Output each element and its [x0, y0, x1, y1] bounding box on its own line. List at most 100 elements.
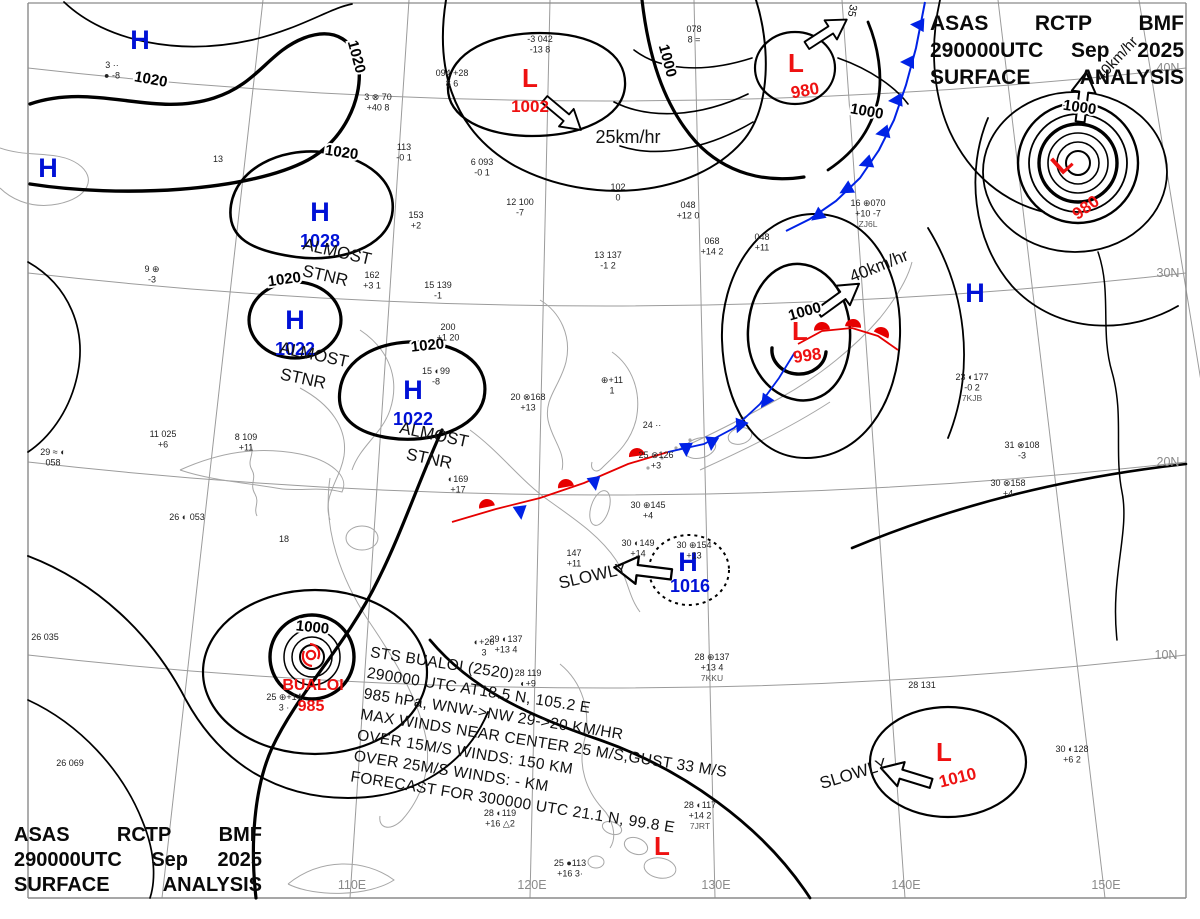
isobar: [868, 705, 1028, 819]
isobar: [619, 121, 754, 153]
warm-front-semicircle-icon: [558, 479, 574, 489]
low-pressure-symbol: L: [788, 48, 804, 78]
longitude-line: [161, 0, 264, 899]
longitude-line: [1138, 0, 1200, 379]
cold-front-triangle-icon: [735, 417, 749, 434]
coastline: [299, 387, 346, 521]
high-pressure-value: 1022: [393, 409, 433, 429]
isobar-value-label: 1000: [849, 100, 885, 123]
cyclone-ring-isobar: [283, 628, 341, 686]
chart-title-bottom-left: ASAS RCTP BMF 290000UTC Sep 2025 SURFACE ANALYS…: [14, 824, 262, 899]
tropical-storm-icon-part: [309, 642, 321, 660]
latitude-line: [27, 461, 1187, 496]
high-pressure-value: 1022: [275, 339, 315, 359]
title-tr-line: ASAS RCTP BMF: [930, 12, 1184, 39]
isobar: [428, 638, 812, 900]
isobar: [746, 262, 852, 402]
island-coastline: [589, 490, 611, 526]
station-plot-line1: 162: [364, 270, 379, 280]
station-plot-line1: 26 069: [56, 758, 84, 768]
isobar: [837, 57, 909, 105]
isobar: [247, 280, 343, 360]
station-plot-line2: +12 0: [677, 211, 700, 221]
latitude-line: [27, 654, 1187, 689]
station-id-label: 7KJB: [962, 393, 983, 403]
cyclone-ring-isobar: [1056, 141, 1100, 185]
station-plot-line1: 30 ⊗158: [990, 478, 1025, 488]
movement-arrow-icon: [613, 555, 674, 586]
cyclone-ring-isobar: [1037, 122, 1119, 204]
low-pressure-symbol: L: [936, 737, 952, 767]
isobar: [229, 150, 395, 260]
cold-front-triangle-icon: [858, 154, 875, 168]
station-plot-line2: +2: [411, 221, 421, 231]
title-word: RCTP: [116, 824, 172, 846]
high-pressure-symbol: H: [38, 153, 58, 183]
warm-front-semicircle-icon: [814, 322, 830, 331]
stationary-front-line-warm: [451, 451, 669, 523]
isobar: [441, 0, 767, 192]
coastline: [699, 401, 831, 471]
station-id-label: ZJ6L: [859, 219, 878, 229]
warm-front-semicircle-icon: [629, 448, 645, 458]
annotation-text: STNR: [405, 445, 454, 473]
island-dot: [688, 438, 692, 442]
warm-front-line: [797, 327, 899, 351]
annotation-text: 25km/hr: [595, 127, 660, 147]
isobar: [613, 93, 749, 115]
longitude-label: 130E: [701, 878, 730, 892]
station-plot-line2: +6 2: [1063, 755, 1081, 765]
station-plot-line2: +16 △2: [485, 819, 515, 829]
island-dot: [646, 466, 650, 470]
high-pressure-value: 1028: [300, 231, 340, 251]
low-pressure-value: 998: [792, 344, 823, 367]
station-plot-line2: -0 1: [474, 168, 490, 178]
title-bl-line: ASAS RCTP BMF: [14, 824, 262, 849]
storm-name-label: BUALOI: [282, 677, 343, 694]
isobar: [251, 428, 444, 900]
island-coastline: [345, 525, 379, 551]
station-plot-line2: +13 4: [495, 645, 518, 655]
longitude-label: 120E: [517, 878, 546, 892]
movement-arrow-icon: [803, 18, 848, 50]
cold-front-triangle-icon: [839, 180, 856, 194]
title-word: BMF: [218, 824, 262, 846]
cold-front-triangle-icon: [705, 436, 720, 451]
station-plot-line2: +11: [239, 443, 254, 453]
station-plot-line1: 094 +28: [436, 68, 469, 78]
station-plot-line1: 25 ●113: [554, 858, 586, 868]
station-plot-line2: +3: [651, 461, 661, 471]
station-plot-line2: +4: [643, 511, 653, 521]
isobar: [720, 212, 902, 460]
station-plot-line1: 31 ⊗108: [1004, 440, 1039, 450]
station-plot-line1: 25 ⊕+14: [266, 692, 301, 702]
movement-arrow-icon: [540, 95, 582, 131]
station-plot-line1: 29 ≈ ◐: [40, 447, 65, 457]
isobar: [633, 49, 753, 69]
isobar: [27, 261, 81, 453]
station-plot-line2: +17: [450, 485, 465, 495]
station-plot-line1: 102: [610, 182, 625, 192]
isobar: [826, 20, 882, 172]
station-plot-line1: 30 ⊕154: [676, 540, 711, 550]
high-pressure-value: 1016: [670, 576, 710, 596]
isobar: [27, 555, 489, 799]
station-plot-line1: 28 ◐117: [684, 800, 716, 810]
station-plot-line2: -0 1: [396, 153, 412, 163]
longitude-label: 110E: [338, 878, 366, 892]
station-plot-line1: 13 137: [594, 250, 622, 260]
station-plot-line1: ◐169: [448, 474, 468, 484]
station-plot-line2: +1 20: [437, 333, 460, 343]
low-pressure-value: 1010: [937, 764, 978, 792]
station-plot-line2: 1: [609, 386, 614, 396]
high-pressure-symbol: H: [403, 375, 423, 405]
station-plot-line2: +6: [158, 440, 168, 450]
station-plot-line1: 26 ◐ 053: [169, 512, 204, 522]
cyclone-ring-isobar: [1065, 150, 1091, 176]
cold-front-triangle-icon: [910, 18, 925, 33]
isobar-value-label: 1020: [324, 142, 359, 163]
station-plot-line1: 3 ⊗ 70: [364, 92, 392, 102]
title-word: Sep: [1071, 39, 1110, 62]
cyclone-ring-isobar: [268, 613, 356, 701]
station-plot-line1: 11 025: [150, 429, 177, 439]
